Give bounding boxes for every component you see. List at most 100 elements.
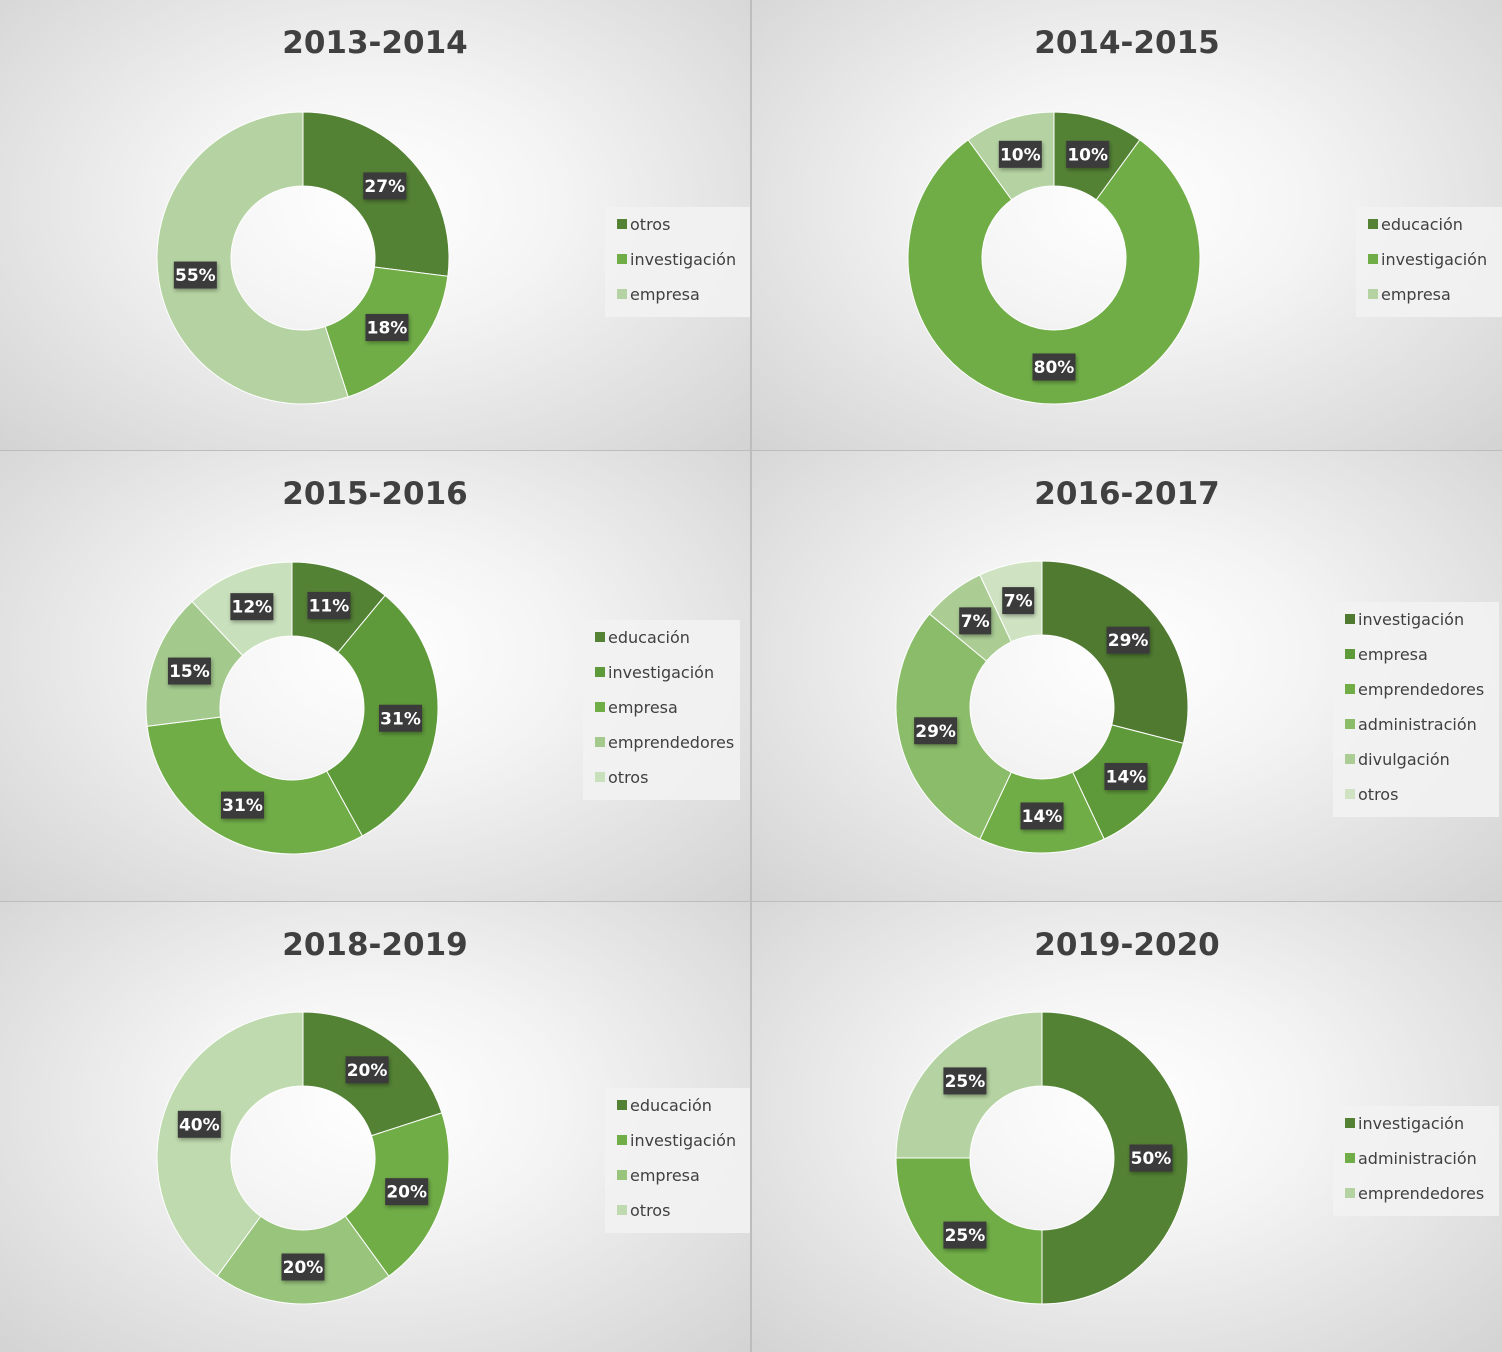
data-label: 40%	[177, 1110, 221, 1138]
legend-swatch	[1345, 684, 1355, 694]
data-label: 7%	[959, 607, 992, 635]
legend-box	[583, 620, 740, 800]
legend-swatch	[617, 289, 627, 299]
data-label-text: 15%	[169, 662, 210, 682]
data-label-text: 50%	[1131, 1149, 1172, 1169]
data-label-text: 29%	[1108, 631, 1149, 651]
legend-swatch	[595, 737, 605, 747]
data-label: 7%	[1002, 587, 1035, 615]
legend-box	[605, 1088, 750, 1233]
legend-box	[1333, 602, 1499, 817]
data-label-text: 27%	[364, 177, 405, 197]
data-label: 20%	[281, 1253, 325, 1281]
chart-title: 2018-2019	[282, 927, 467, 963]
legend-swatch	[1345, 614, 1355, 624]
legend-label: investigación	[630, 1131, 736, 1150]
data-label: 55%	[173, 261, 217, 289]
legend-label: emprendedores	[1358, 680, 1484, 699]
chart-panel: 2013-2014 27% 18% 55% otros investigación empr…	[0, 0, 750, 450]
legend-swatch	[595, 702, 605, 712]
legend-label: divulgación	[1358, 750, 1450, 769]
donut-slice	[146, 716, 364, 855]
donut-slice	[156, 1011, 304, 1277]
data-label: 29%	[914, 717, 958, 745]
legend-label: educación	[630, 1096, 712, 1115]
data-label-text: 20%	[283, 1258, 324, 1278]
data-label-text: 7%	[961, 612, 990, 632]
legend-label: empresa	[630, 285, 700, 304]
data-label: 10%	[1066, 140, 1110, 168]
legend-swatch	[1345, 1118, 1355, 1128]
legend-label: investigación	[630, 250, 736, 269]
chart-title: 2016-2017	[1034, 476, 1219, 512]
chart-title: 2019-2020	[1034, 927, 1219, 963]
legend-swatch	[1345, 719, 1355, 729]
data-label-text: 10%	[1067, 145, 1108, 165]
chart-title: 2013-2014	[282, 25, 467, 61]
legend-label: otros	[1358, 785, 1398, 804]
legend-label: empresa	[608, 698, 678, 717]
legend-swatch	[617, 219, 627, 229]
legend-box	[1356, 207, 1502, 317]
legend-label: investigación	[608, 663, 714, 682]
data-label: 31%	[221, 791, 265, 819]
data-label-text: 25%	[945, 1072, 986, 1092]
legend-swatch	[1345, 789, 1355, 799]
data-label: 25%	[943, 1067, 987, 1095]
data-label: 80%	[1032, 353, 1076, 381]
chart-panel: 2016-2017 29% 14% 14% 29% 7% 7% investigación em…	[752, 451, 1502, 901]
donut-chart: 2015-2016 11% 31% 31% 15% 12% educación investi…	[145, 476, 740, 855]
legend-swatch	[617, 1135, 627, 1145]
legend-swatch	[1345, 649, 1355, 659]
data-label-text: 31%	[222, 796, 263, 816]
legend-label: otros	[630, 215, 670, 234]
data-label: 25%	[943, 1221, 987, 1249]
data-label-text: 20%	[347, 1061, 388, 1081]
chart-title: 2015-2016	[282, 476, 467, 512]
chart-panel: 2019-2020 50% 25% 25% investigación administr…	[752, 902, 1502, 1352]
data-label: 50%	[1129, 1144, 1173, 1172]
donut-slice	[907, 139, 1201, 405]
data-label: 27%	[363, 172, 407, 200]
data-label-text: 40%	[179, 1115, 220, 1135]
data-label: 15%	[167, 657, 211, 685]
legend-label: investigación	[1358, 610, 1464, 629]
legend-swatch	[617, 1100, 627, 1110]
chart-panel: 2014-2015 10% 80% 10% educación investigación…	[752, 0, 1502, 450]
data-label-text: 25%	[945, 1226, 986, 1246]
data-label-text: 55%	[175, 266, 216, 286]
chart-panel: 2018-2019 20% 20% 20% 40% educación investigac…	[0, 902, 750, 1352]
data-label: 20%	[385, 1178, 429, 1206]
legend-swatch	[1368, 219, 1378, 229]
data-label-text: 12%	[232, 598, 273, 618]
legend-swatch	[595, 667, 605, 677]
donut-chart: 2014-2015 10% 80% 10% educación investigación…	[907, 25, 1502, 405]
data-label-text: 80%	[1034, 358, 1075, 378]
data-label: 10%	[998, 140, 1042, 168]
legend-swatch	[595, 632, 605, 642]
chart-title: 2014-2015	[1034, 25, 1219, 61]
donut-chart: 2016-2017 29% 14% 14% 29% 7% 7% investigación em…	[895, 476, 1499, 854]
data-label: 31%	[379, 704, 423, 732]
donut-chart: 2019-2020 50% 25% 25% investigación administr…	[895, 927, 1499, 1305]
legend-label: empresa	[1358, 645, 1428, 664]
data-label: 18%	[365, 313, 409, 341]
donut-chart: 2013-2014 27% 18% 55% otros investigación empr…	[156, 25, 750, 405]
legend-swatch	[595, 772, 605, 782]
legend-swatch	[1345, 1153, 1355, 1163]
legend-swatch	[1368, 254, 1378, 264]
donut-slice	[156, 111, 349, 405]
data-label-text: 29%	[915, 722, 956, 742]
data-label: 14%	[1104, 762, 1148, 790]
legend-label: investigación	[1358, 1114, 1464, 1133]
data-label-text: 11%	[309, 596, 350, 616]
legend-swatch	[1368, 289, 1378, 299]
data-label-text: 10%	[1000, 145, 1041, 165]
legend-label: otros	[608, 768, 648, 787]
data-label-text: 31%	[380, 709, 421, 729]
legend-swatch	[1345, 1188, 1355, 1198]
chart-panel: 2015-2016 11% 31% 31% 15% 12% educación investi…	[0, 451, 750, 901]
legend-label: otros	[630, 1201, 670, 1220]
legend-label: educación	[608, 628, 690, 647]
legend-swatch	[617, 254, 627, 264]
